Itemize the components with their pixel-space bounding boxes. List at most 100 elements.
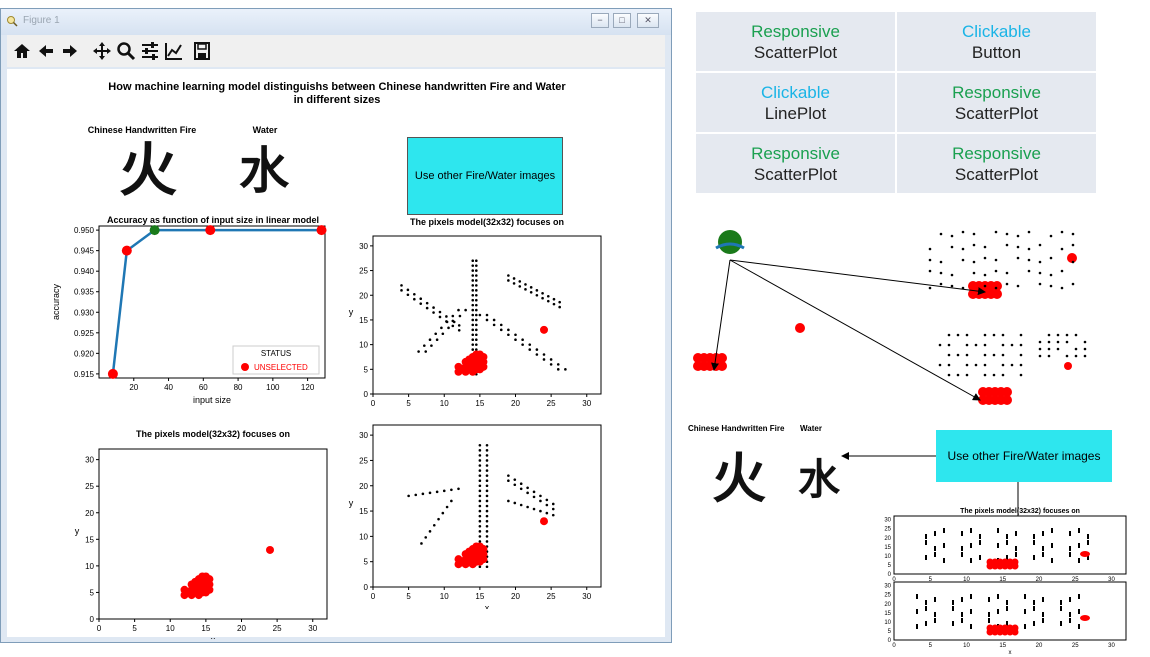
pixel-point: [979, 540, 981, 545]
pixel-point: [970, 543, 972, 548]
pixel-point: [1060, 230, 1064, 234]
accuracy-line-chart[interactable]: 20 40 60 80 100 120 0.915 0.920 0.925 0.930 0.935 0…: [7, 219, 347, 419]
pixel-point: [939, 271, 943, 275]
pixel-point: [507, 499, 510, 503]
pixel-point: [521, 338, 524, 341]
pixel-point: [994, 258, 998, 262]
home-icon[interactable]: [11, 41, 33, 63]
accuracy-point: [149, 225, 160, 236]
legend-title: STATUS: [261, 349, 291, 358]
pixel-point: [445, 505, 449, 509]
pixel-point: [934, 546, 936, 551]
pixel-point: [983, 363, 987, 367]
focus-point: [540, 517, 548, 526]
diagram-water-image: 水: [798, 455, 841, 504]
pixel-point: [499, 328, 503, 332]
pixel-point: [1005, 271, 1009, 275]
status-label: Clickable: [962, 21, 1031, 41]
minimize-button[interactable]: −: [591, 13, 609, 28]
pixel-point: [435, 490, 439, 494]
pixel-point: [535, 293, 539, 297]
pixel-point: [997, 528, 999, 533]
selected-point-icon: [718, 230, 742, 254]
pixel-point: [1047, 354, 1051, 358]
pixel-point: [518, 280, 522, 283]
accuracy-point: [316, 225, 327, 236]
x-tick-label: 40: [164, 383, 173, 392]
x-tick-label: 0: [371, 399, 376, 408]
pixel-point: [485, 540, 489, 543]
maximize-button[interactable]: □: [613, 13, 631, 28]
x-tick-label: 15: [201, 624, 210, 633]
scatter-empty-plot[interactable]: 0 5 10 15 20 25 30 0 5 10 15 20 25 30 y x: [63, 433, 333, 639]
pixel-point: [1033, 540, 1035, 545]
pan-icon[interactable]: [91, 41, 113, 63]
pixel-point: [1006, 555, 1008, 560]
pixel-point: [507, 328, 510, 332]
pixel-point: [1060, 606, 1062, 611]
pixel-point: [1001, 353, 1005, 357]
pixel-point: [972, 271, 976, 275]
y-tick-label: 30: [359, 242, 368, 251]
pixel-point: [499, 323, 503, 327]
y-axis-label: y: [349, 498, 354, 508]
save-icon[interactable]: [191, 41, 213, 63]
pixel-point: [928, 286, 932, 290]
pixel-point: [471, 333, 475, 337]
pixel-point: [407, 494, 410, 498]
x-tick-label: 10: [440, 399, 449, 408]
edit-axis-icon[interactable]: [163, 41, 185, 63]
scatter-fire-plot[interactable]: 0 5 10 15 20 25 30 0 5 10 15 20 25 30 y: [343, 221, 605, 417]
legend-marker: [241, 363, 249, 371]
pixel-point: [475, 313, 478, 317]
pixel-point: [1019, 333, 1023, 337]
pixel-point: [988, 597, 990, 602]
y-tick-label: 10: [359, 341, 368, 350]
window-title: Figure 1: [23, 15, 60, 26]
pixel-point: [542, 353, 546, 356]
pixel-point: [1056, 340, 1060, 344]
thumb-y-tick-label: 15: [884, 545, 891, 551]
pixel-point: [1069, 552, 1071, 557]
pixel-point: [947, 373, 951, 377]
thumb-x-tick-label: 25: [1072, 643, 1079, 649]
thumb-x-tick-label: 20: [1036, 643, 1043, 649]
other-images-button[interactable]: Use other Fire/Water images: [407, 137, 563, 215]
pixel-point: [457, 487, 460, 491]
scatter-water-plot[interactable]: 0 5 10 15 20 25 30 0 5 10 15 20 25 30 y x: [343, 411, 605, 609]
pixel-point: [1078, 624, 1080, 629]
scatter-empty-title: The pixels model(32x32) focuses on: [135, 429, 291, 439]
pixel-point: [983, 343, 987, 347]
pixel-point: [961, 612, 963, 617]
y-tick-label: 0.915: [74, 370, 95, 379]
pixel-point: [475, 259, 478, 262]
pixel-point: [507, 279, 510, 282]
close-button[interactable]: ✕: [637, 13, 659, 28]
forward-icon[interactable]: [59, 41, 81, 63]
zoom-icon[interactable]: [115, 41, 137, 63]
pixel-point: [1078, 594, 1080, 599]
pixel-point: [961, 286, 965, 290]
thumb-x-tick-label: 10: [963, 577, 970, 583]
status-label: Responsive: [751, 21, 840, 41]
x-tick-label: 15: [475, 399, 484, 408]
pixel-point: [974, 363, 978, 367]
back-icon[interactable]: [35, 41, 57, 63]
legend-cell: Responsive ScatterPlot: [694, 132, 897, 195]
pixel-point: [952, 606, 954, 611]
pixel-point: [961, 618, 963, 623]
pixel-point: [1078, 543, 1080, 548]
pixel-point: [965, 333, 969, 337]
pixel-point: [934, 597, 936, 602]
x-tick-label: 0: [97, 624, 102, 633]
pixel-point: [475, 333, 478, 337]
pixel-point: [1038, 243, 1042, 247]
y-tick-label: 0.945: [74, 247, 95, 256]
configure-subplots-icon[interactable]: [139, 41, 161, 63]
pixel-point: [478, 504, 482, 508]
pixel-point: [512, 277, 516, 280]
line-segment-icon: [715, 242, 745, 250]
pixel-point: [1015, 531, 1017, 536]
thumb-x-tick-label: 0: [892, 643, 896, 649]
pixel-point: [556, 363, 560, 366]
